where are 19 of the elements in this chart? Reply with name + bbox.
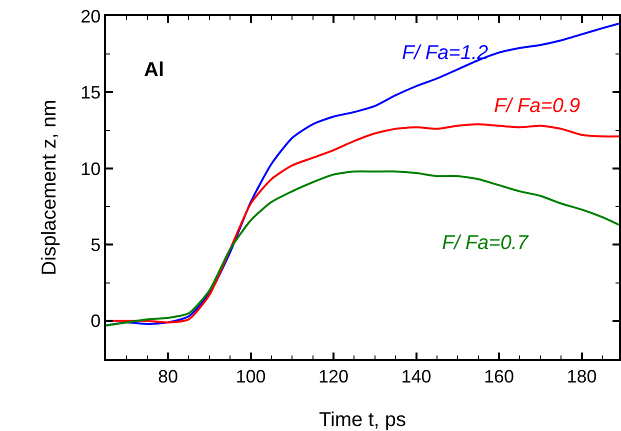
line-series <box>106 170 619 326</box>
x-tick-label: 160 <box>484 366 514 386</box>
x-tick-label: 180 <box>566 366 597 386</box>
line-series <box>106 22 619 326</box>
y-tick-label: 15 <box>80 82 101 103</box>
series-label: F/ Fa=0.7 <box>442 232 530 254</box>
x-tick-label: 80 <box>158 366 178 386</box>
annotation: Al <box>144 59 164 81</box>
x-axis-title: Time t, ps <box>318 409 406 431</box>
series-label: F/ Fa=1.2 <box>402 42 488 64</box>
x-tick-label: 100 <box>236 366 266 386</box>
series-label: F/ Fa=0.9 <box>494 95 580 117</box>
y-tick-label: 10 <box>80 158 101 179</box>
y-tick-label: 0 <box>90 311 101 332</box>
x-tick-label: 140 <box>401 366 432 386</box>
y-tick-label: 20 <box>80 6 101 26</box>
x-tick-label: 120 <box>318 366 349 386</box>
y-tick-label: 5 <box>90 234 101 255</box>
y-axis-title: Displacement z, nm <box>38 100 60 276</box>
